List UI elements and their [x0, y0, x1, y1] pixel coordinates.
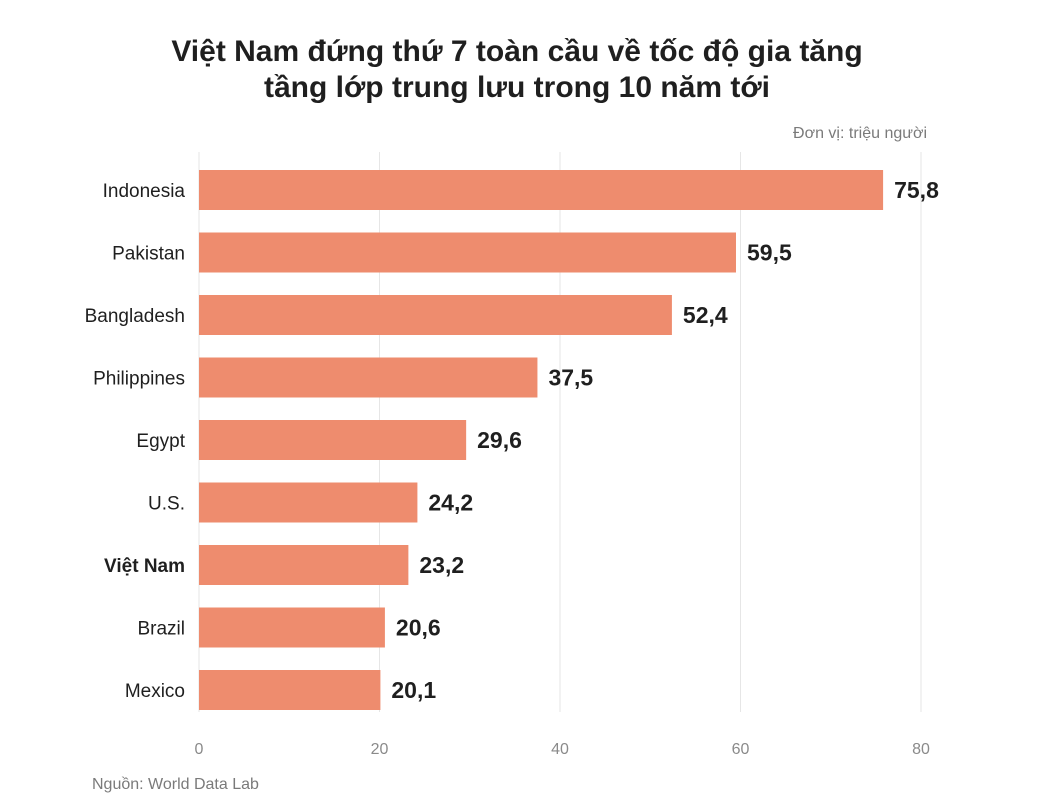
- x-tick-label: 0: [195, 741, 204, 758]
- x-tick-label: 80: [912, 741, 930, 758]
- category-label: Việt Nam: [104, 556, 185, 577]
- bar: [199, 357, 538, 398]
- value-label: 29,6: [477, 427, 522, 453]
- value-label: 24,2: [428, 490, 473, 516]
- value-label: 20,6: [396, 615, 441, 641]
- category-label: Brazil: [137, 619, 185, 640]
- bar-layer: Indonesia 75,8 Pakistan 59,5 Bangladesh 52,4 P…: [85, 170, 939, 710]
- bar: [199, 607, 385, 648]
- bar: [199, 420, 467, 460]
- chart-title-line1: Việt Nam đứng thứ 7 toàn cầu về tốc độ g…: [171, 35, 862, 68]
- x-tick-label: 20: [371, 741, 389, 758]
- tick-layer: 0 20 40 60 80: [195, 741, 930, 758]
- x-tick-label: 60: [732, 741, 750, 758]
- source-label: Nguồn: World Data Lab: [92, 776, 259, 793]
- bar: [199, 170, 884, 210]
- category-label: Indonesia: [103, 181, 186, 202]
- bar: [199, 482, 418, 523]
- unit-label: Đơn vị: triệu người: [793, 125, 927, 142]
- category-label: Mexico: [125, 681, 185, 702]
- chart-title-line2: tầng lớp trung lưu trong 10 năm tới: [264, 71, 770, 104]
- value-label: 23,2: [419, 552, 464, 578]
- value-label: 59,5: [747, 240, 792, 266]
- value-label: 52,4: [683, 302, 728, 328]
- value-label: 75,8: [894, 177, 939, 203]
- bar: [199, 545, 409, 585]
- category-label: Pakistan: [112, 244, 185, 265]
- bar: [199, 295, 672, 335]
- bar: [199, 670, 381, 710]
- x-tick-label: 40: [551, 741, 569, 758]
- category-label: U.S.: [148, 494, 185, 515]
- category-label: Philippines: [93, 369, 185, 390]
- value-label: 37,5: [548, 365, 593, 391]
- category-label: Egypt: [136, 431, 185, 452]
- value-label: 20,1: [391, 677, 436, 703]
- bar: [199, 232, 736, 273]
- category-label: Bangladesh: [85, 306, 185, 327]
